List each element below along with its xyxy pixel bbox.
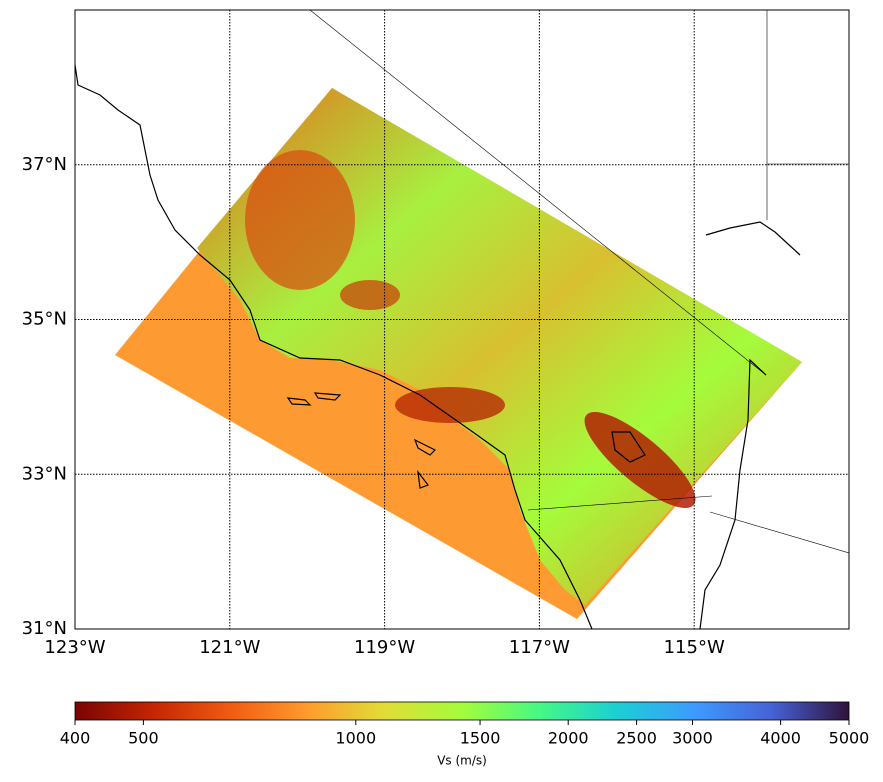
x-tick-label: 115°W [664, 637, 725, 658]
coastline [699, 221, 801, 629]
colorbar-tick-label: 500 [128, 729, 159, 748]
colorbar-tick-label: 1500 [460, 729, 501, 748]
colorbar-tick-label: 400 [60, 729, 91, 748]
colorbar-tick-label: 4000 [760, 729, 801, 748]
map-frame [74, 9, 850, 630]
colorbar [74, 701, 850, 721]
basin [395, 387, 505, 423]
y-tick-label: 37°N [22, 154, 67, 175]
colorbar-tick-label: 2000 [548, 729, 589, 748]
country-border [709, 511, 849, 554]
coastline [75, 64, 593, 629]
basin [340, 280, 400, 310]
y-tick-label: 33°N [22, 463, 67, 484]
country-border [527, 495, 713, 511]
x-tick-label: 123°W [44, 637, 105, 658]
colorbar-label: Vs (m/s) [437, 754, 487, 768]
island [286, 392, 646, 489]
y-tick-label: 31°N [22, 618, 67, 639]
colorbar-tick-label: 3000 [672, 729, 713, 748]
x-tick-label: 121°W [199, 637, 260, 658]
x-tick-label: 119°W [354, 637, 415, 658]
y-tick-label: 35°N [22, 309, 67, 330]
state-border [309, 10, 767, 376]
map-area [75, 10, 849, 629]
basin [245, 150, 355, 290]
colorbar-tick-label: 1000 [335, 729, 376, 748]
colorbar-tick-label: 2500 [616, 729, 657, 748]
colorbar-tick-label: 5000 [829, 729, 870, 748]
x-tick-label: 117°W [509, 637, 570, 658]
